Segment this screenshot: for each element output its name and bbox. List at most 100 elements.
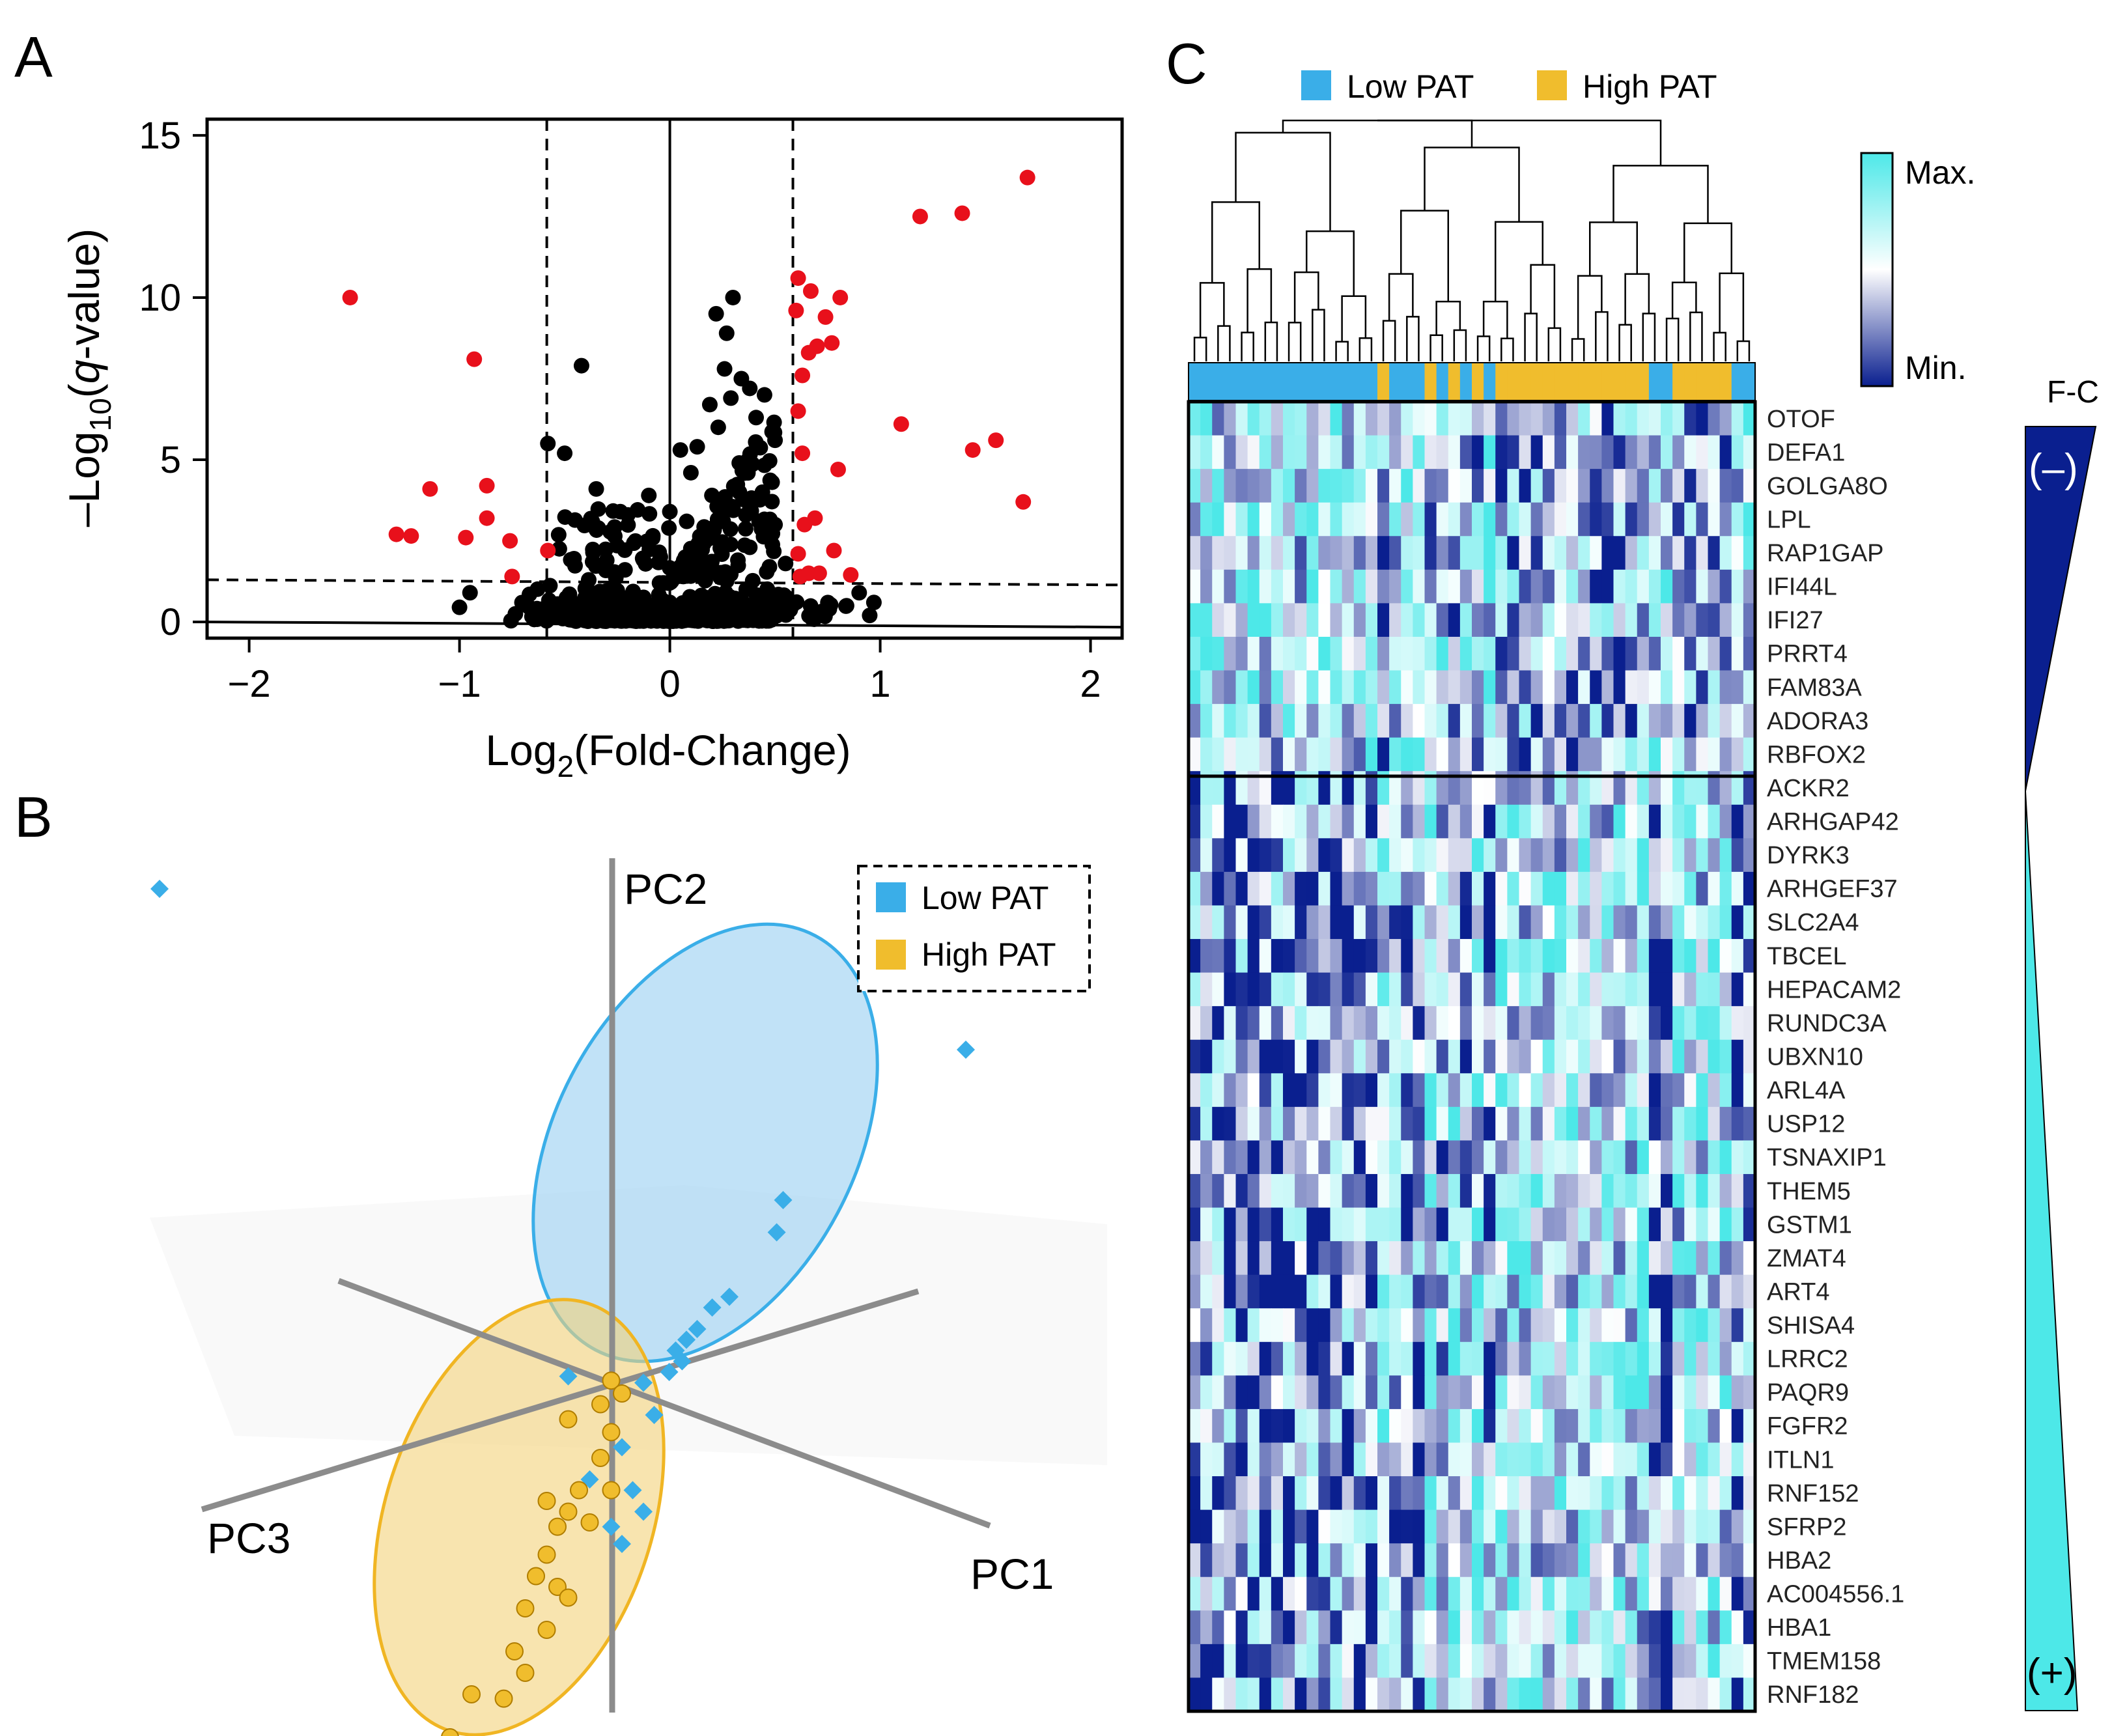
heatmap-cell	[1413, 1509, 1426, 1544]
heatmap-cell	[1484, 771, 1496, 805]
heatmap-cell	[1448, 871, 1461, 906]
heatmap-cell	[1259, 569, 1272, 604]
heatmap-cell	[1530, 804, 1543, 839]
heatmap-cell	[1554, 1073, 1567, 1108]
heatmap-cell	[1318, 1408, 1331, 1444]
heatmap-cell	[1401, 871, 1413, 906]
heatmap-cell	[1637, 1476, 1650, 1511]
heatmap-cell	[1625, 536, 1638, 570]
heatmap-cell	[1189, 1006, 1201, 1041]
high-pat-sample	[613, 1384, 631, 1403]
gene-point	[587, 613, 604, 629]
heatmap-cell	[1235, 905, 1248, 940]
heatmap-cell	[1743, 502, 1756, 537]
heatmap-cell	[1578, 1543, 1590, 1578]
heatmap-cell	[1625, 1509, 1638, 1544]
heatmap-cell	[1448, 1341, 1461, 1376]
heatmap-cell	[1459, 1207, 1472, 1242]
heatmap-cell	[1389, 1408, 1401, 1444]
heatmap-cell	[1625, 1408, 1638, 1444]
gene-point	[708, 305, 724, 322]
heatmap-cell	[1224, 905, 1237, 940]
heatmap-cell	[1613, 469, 1626, 503]
heatmap-cell	[1530, 402, 1543, 436]
heatmap-cell	[1566, 771, 1579, 805]
heatmap-cells	[1189, 402, 1756, 1712]
heatmap-cell	[1719, 1677, 1732, 1712]
heatmap-cell	[1601, 502, 1614, 537]
heatmap-cell	[1235, 1006, 1248, 1041]
heatmap-cell	[1637, 1006, 1650, 1041]
heatmap-cell	[1719, 670, 1732, 705]
heatmap-cell	[1472, 1509, 1484, 1544]
heatmap-cell	[1212, 536, 1224, 570]
heatmap-cell	[1601, 1039, 1614, 1074]
pca-legend-low-swatch	[876, 882, 906, 912]
heatmap-cell	[1637, 1677, 1650, 1712]
gene-label: RNF182	[1767, 1681, 1859, 1709]
heatmap-cell	[1495, 1375, 1508, 1410]
heatmap-cell	[1495, 636, 1508, 671]
heatmap-cell	[1696, 1274, 1709, 1309]
pc3-label: PC3	[207, 1514, 290, 1562]
dendrogram-branch	[1577, 275, 1603, 339]
heatmap-cell	[1259, 1241, 1272, 1276]
heatmap-cell	[1295, 502, 1307, 537]
heatmap-cell	[1283, 1509, 1295, 1544]
heatmap-cell	[1519, 1677, 1532, 1712]
heatmap-cell	[1448, 569, 1461, 604]
heatmap-cell	[1731, 469, 1744, 503]
heatmap-cell	[1648, 1476, 1661, 1511]
heatmap-cell	[1318, 1644, 1331, 1679]
heatmap-cell	[1377, 1442, 1390, 1477]
heatmap-cell	[1530, 536, 1543, 570]
significant-gene-point	[792, 568, 808, 585]
heatmap-cell	[1401, 905, 1413, 940]
heatmap-cell	[1625, 1308, 1638, 1343]
heatmap-cell	[1365, 1375, 1378, 1410]
heatmap-cell	[1519, 469, 1532, 503]
dendrogram-branch	[1476, 335, 1491, 361]
heatmap-cell	[1459, 838, 1472, 873]
heatmap-cell	[1743, 469, 1756, 503]
heatmap-cell	[1365, 871, 1378, 906]
heatmap-cell	[1330, 905, 1343, 940]
heatmap-cell	[1212, 1610, 1224, 1645]
heatmap-cell	[1696, 704, 1709, 738]
heatmap-cell	[1472, 1677, 1484, 1712]
heatmap-cell	[1613, 1576, 1626, 1611]
heatmap-cell	[1306, 804, 1319, 839]
heatmap-cell	[1661, 1308, 1673, 1343]
heatmap-cell	[1590, 502, 1602, 537]
heatmap-cell	[1648, 569, 1661, 604]
heatmap-cell	[1247, 1173, 1260, 1209]
heatmap-cell	[1507, 1543, 1520, 1578]
heatmap-cell	[1637, 972, 1650, 1007]
gene-point	[748, 434, 764, 450]
heatmap-cell	[1530, 1476, 1543, 1511]
heatmap-cell	[1212, 838, 1224, 873]
heatmap-cell	[1424, 670, 1437, 705]
heatmap-cell	[1507, 435, 1520, 469]
gene-label: ITLN1	[1767, 1446, 1834, 1474]
heatmap-cell	[1696, 1341, 1709, 1376]
sample-group-cell	[1696, 363, 1709, 400]
gene-point	[580, 572, 597, 588]
heatmap-cell	[1507, 1006, 1520, 1041]
heatmap-cell	[1365, 1408, 1378, 1444]
heatmap-cell	[1212, 1408, 1224, 1444]
y-axis-label: –Log10(q-value)	[60, 229, 117, 527]
heatmap-cell	[1554, 1375, 1567, 1410]
heatmap-cell	[1507, 771, 1520, 805]
heatmap-cell	[1590, 704, 1602, 738]
heatmap-cell	[1271, 402, 1284, 436]
heatmap-cell	[1507, 1140, 1520, 1175]
heatmap-cell	[1554, 1644, 1567, 1679]
x-tick-label: 0	[659, 663, 680, 705]
gene-point	[709, 565, 725, 581]
gene-point	[761, 606, 777, 622]
gene-point	[722, 589, 738, 605]
heatmap-cell	[1271, 1006, 1284, 1041]
gene-point	[767, 516, 783, 533]
heatmap-cell	[1353, 1442, 1366, 1477]
